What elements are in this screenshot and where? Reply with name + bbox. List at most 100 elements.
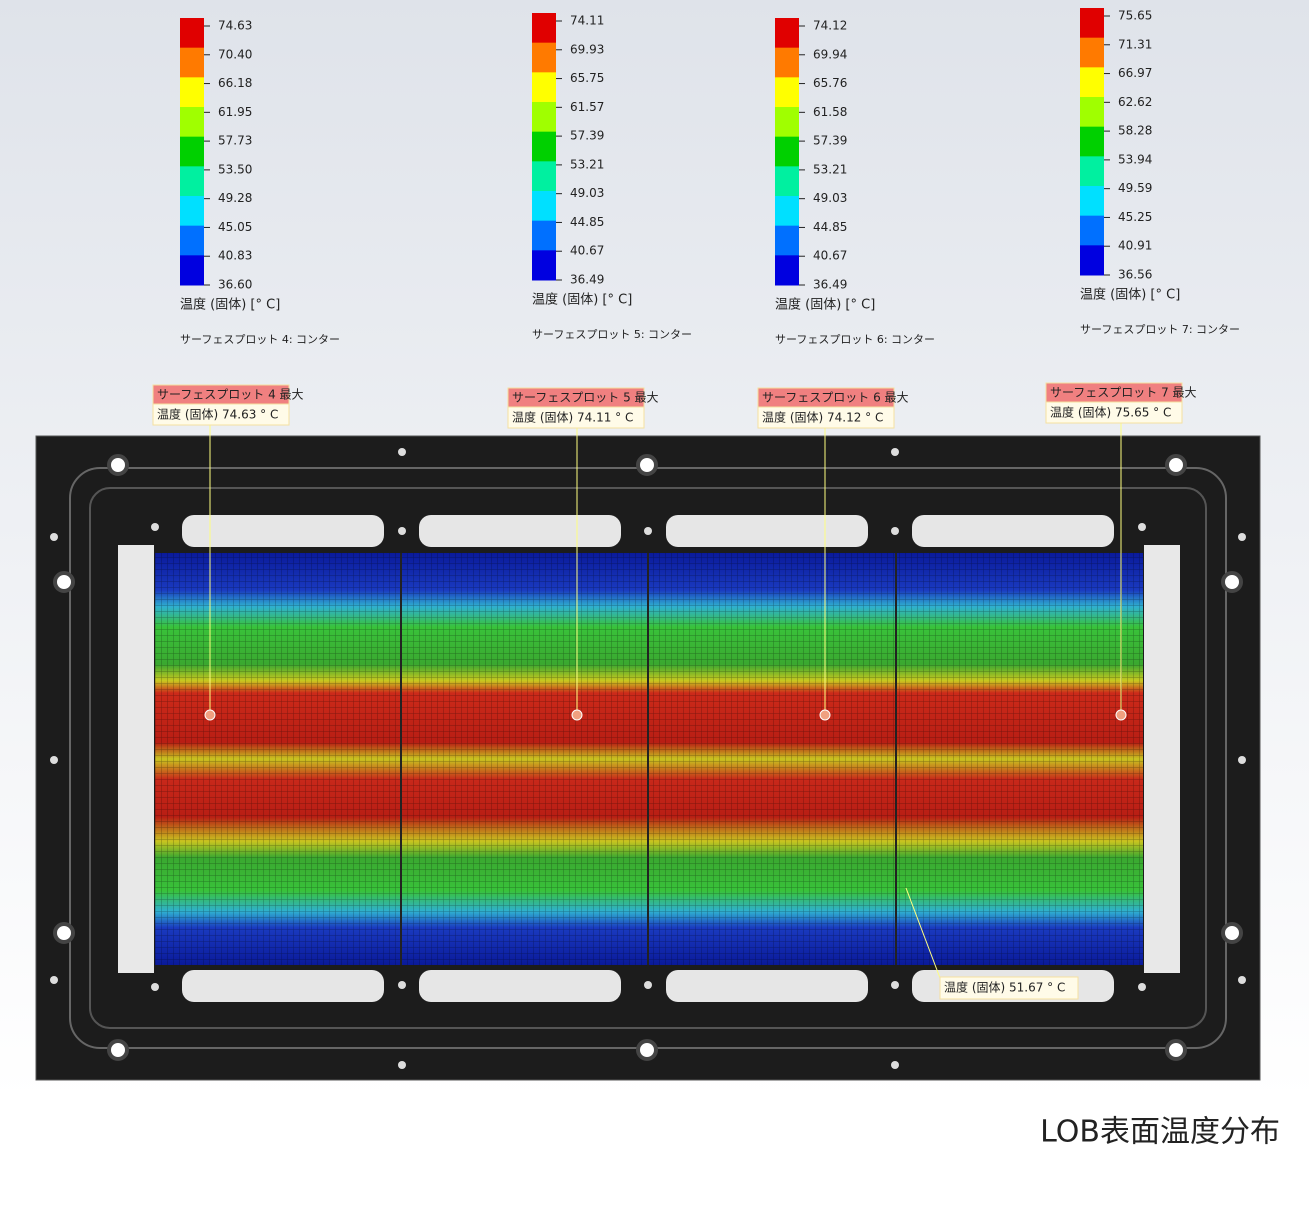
color-band: [775, 166, 799, 197]
side-bar: [1144, 545, 1180, 973]
hole: [644, 981, 652, 989]
tick-label: 74.12: [813, 19, 847, 33]
tick-label: 70.40: [218, 47, 252, 61]
tick-label: 36.49: [813, 278, 847, 292]
tick-label: 61.57: [570, 100, 604, 114]
max-marker: [571, 709, 583, 721]
tick-label: 69.93: [570, 42, 604, 56]
color-band: [1080, 97, 1104, 128]
callout-title: サーフェスプロット 5 最大: [512, 391, 659, 405]
tick-label: 57.39: [570, 129, 604, 143]
callout-title: サーフェスプロット 6 最大: [762, 391, 909, 405]
color-band: [775, 136, 799, 167]
tick-label: 40.83: [218, 249, 252, 263]
screw-hole: [1221, 922, 1243, 944]
color-band: [180, 47, 204, 78]
tick-label: 40.67: [570, 244, 604, 258]
color-band: [1080, 156, 1104, 187]
unit-label: 温度 (固体) [° C]: [180, 297, 280, 313]
color-band: [180, 18, 204, 49]
hole: [1138, 523, 1146, 531]
probe-box: [939, 976, 1079, 1000]
screw-hole: [107, 1039, 129, 1061]
color-band: [532, 131, 556, 162]
color-band: [775, 77, 799, 108]
color-band: [1080, 37, 1104, 68]
tick-label: 53.21: [570, 157, 604, 171]
color-band: [180, 77, 204, 108]
unit-label: 温度 (固体) [° C]: [532, 292, 632, 308]
leader: [905, 887, 941, 979]
color-band: [532, 72, 556, 103]
callout-box: [1045, 401, 1183, 424]
tick-label: 53.21: [813, 162, 847, 176]
tick-label: 74.11: [570, 14, 604, 28]
callout-text: 温度 (固体) 74.11 ° C: [512, 410, 633, 425]
tick-label: 53.50: [218, 162, 252, 176]
caption: LOB表面温度分布: [1040, 1115, 1280, 1150]
color-band: [775, 255, 799, 286]
tick-label: 44.85: [570, 215, 604, 229]
color-band: [180, 196, 204, 227]
tick-label: 58.28: [1118, 124, 1152, 138]
screw-hole: [53, 922, 75, 944]
color-band: [1080, 245, 1104, 276]
hole: [891, 981, 899, 989]
tick-label: 69.94: [813, 47, 847, 61]
color-band: [532, 220, 556, 251]
probe-label: 温度 (固体) 51.67 ° C: [944, 980, 1065, 995]
tick-label: 40.67: [813, 249, 847, 263]
color-band: [775, 196, 799, 227]
callout-text: 温度 (固体) 75.65 ° C: [1050, 405, 1171, 420]
screw-hole: [636, 454, 658, 476]
slot: [912, 515, 1114, 547]
color-band: [180, 166, 204, 197]
callout-box: [507, 406, 645, 429]
color-band: [1080, 186, 1104, 217]
color-band: [1080, 126, 1104, 157]
tick-label: 53.94: [1118, 152, 1152, 166]
slot: [419, 970, 621, 1002]
screw-hole: [636, 1039, 658, 1061]
screw-hole: [1221, 571, 1243, 593]
hole: [50, 976, 58, 984]
color-band: [180, 255, 204, 286]
tick-label: 57.73: [218, 134, 252, 148]
slot: [182, 970, 384, 1002]
hole: [398, 981, 406, 989]
screw-hole: [107, 454, 129, 476]
hole: [891, 448, 899, 456]
tick-label: 45.05: [218, 220, 252, 234]
tick-label: 61.95: [218, 105, 252, 119]
hole: [644, 527, 652, 535]
hole: [151, 983, 159, 991]
slot: [666, 970, 868, 1002]
hole: [398, 448, 406, 456]
color-band: [532, 102, 556, 133]
tick-label: 65.76: [813, 76, 847, 90]
unit-label: 温度 (固体) [° C]: [1080, 287, 1180, 303]
hole: [1238, 533, 1246, 541]
screw-hole: [1165, 1039, 1187, 1061]
tick-label: 75.65: [1118, 9, 1152, 23]
hole: [1238, 976, 1246, 984]
hole: [891, 1061, 899, 1069]
slot: [419, 515, 621, 547]
tick-label: 44.85: [813, 220, 847, 234]
tick-label: 45.25: [1118, 210, 1152, 224]
color-band: [532, 13, 556, 44]
side-bar: [118, 545, 154, 973]
max-marker: [1115, 709, 1127, 721]
plot-label: サーフェスプロット 4: コンター: [180, 333, 340, 346]
color-band: [180, 136, 204, 167]
tick-label: 49.03: [813, 191, 847, 205]
color-band: [532, 191, 556, 222]
color-band: [1080, 215, 1104, 246]
tick-label: 71.31: [1118, 37, 1152, 51]
color-band: [1080, 67, 1104, 98]
tick-label: 74.63: [218, 19, 252, 33]
tick-label: 62.62: [1118, 95, 1152, 109]
callout-title: サーフェスプロット 7 最大: [1050, 386, 1197, 400]
color-band: [1080, 8, 1104, 39]
